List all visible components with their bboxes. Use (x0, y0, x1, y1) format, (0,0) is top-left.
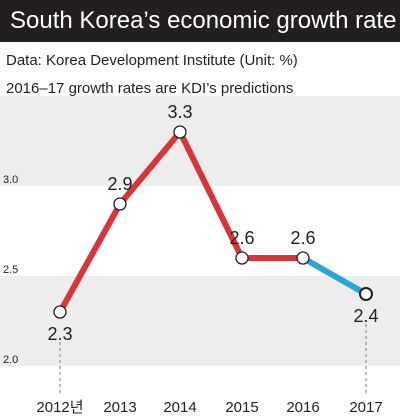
data-label: 2.6 (229, 228, 254, 248)
data-point (235, 251, 249, 265)
series-lines (57, 129, 369, 315)
forecast-note: 2016–17 growth rates are KDI’s predictio… (6, 80, 294, 97)
x-tick-label: 2017 (349, 399, 382, 416)
data-point (359, 287, 373, 301)
data-point (53, 305, 67, 319)
data-point (296, 251, 310, 265)
actual-segment (117, 129, 183, 207)
y-tick-label: 2.5 (3, 264, 18, 276)
y-tick-label: 2.0 (3, 354, 18, 366)
data-point (173, 125, 187, 139)
y-axis-ticks: 2.0 2.5 3.0 (3, 174, 18, 366)
x-tick-label: 2015 (225, 399, 258, 416)
grid-band-1 (0, 186, 400, 276)
data-label: 2.6 (290, 228, 315, 248)
data-label: 2.4 (353, 306, 378, 326)
grid-band-2 (0, 276, 400, 366)
data-label: 2.3 (47, 324, 72, 344)
data-label: 2.9 (107, 174, 132, 194)
forecast-segment (300, 255, 369, 297)
x-guide-lines (59, 324, 367, 396)
x-tick-label: 2012년 (36, 399, 83, 416)
x-tick-label: 2016 (286, 399, 319, 416)
data-points (53, 125, 373, 319)
x-axis-ticks: 2012년 2013 2014 2015 2016 2017 (36, 399, 382, 416)
x-tick-label: 2013 (103, 399, 136, 416)
data-labels: 2.3 2.9 3.3 2.6 2.6 2.4 (47, 102, 378, 344)
source-note: Data: Korea Development Institute (Unit:… (6, 52, 298, 69)
data-label: 3.3 (167, 102, 192, 122)
actual-segment (177, 129, 245, 261)
actual-segment (57, 201, 123, 315)
chart-title: South Korea’s economic growth rate (0, 0, 400, 42)
data-point (113, 197, 127, 211)
x-tick-label: 2014 (163, 399, 196, 416)
y-tick-label: 3.0 (3, 174, 18, 186)
